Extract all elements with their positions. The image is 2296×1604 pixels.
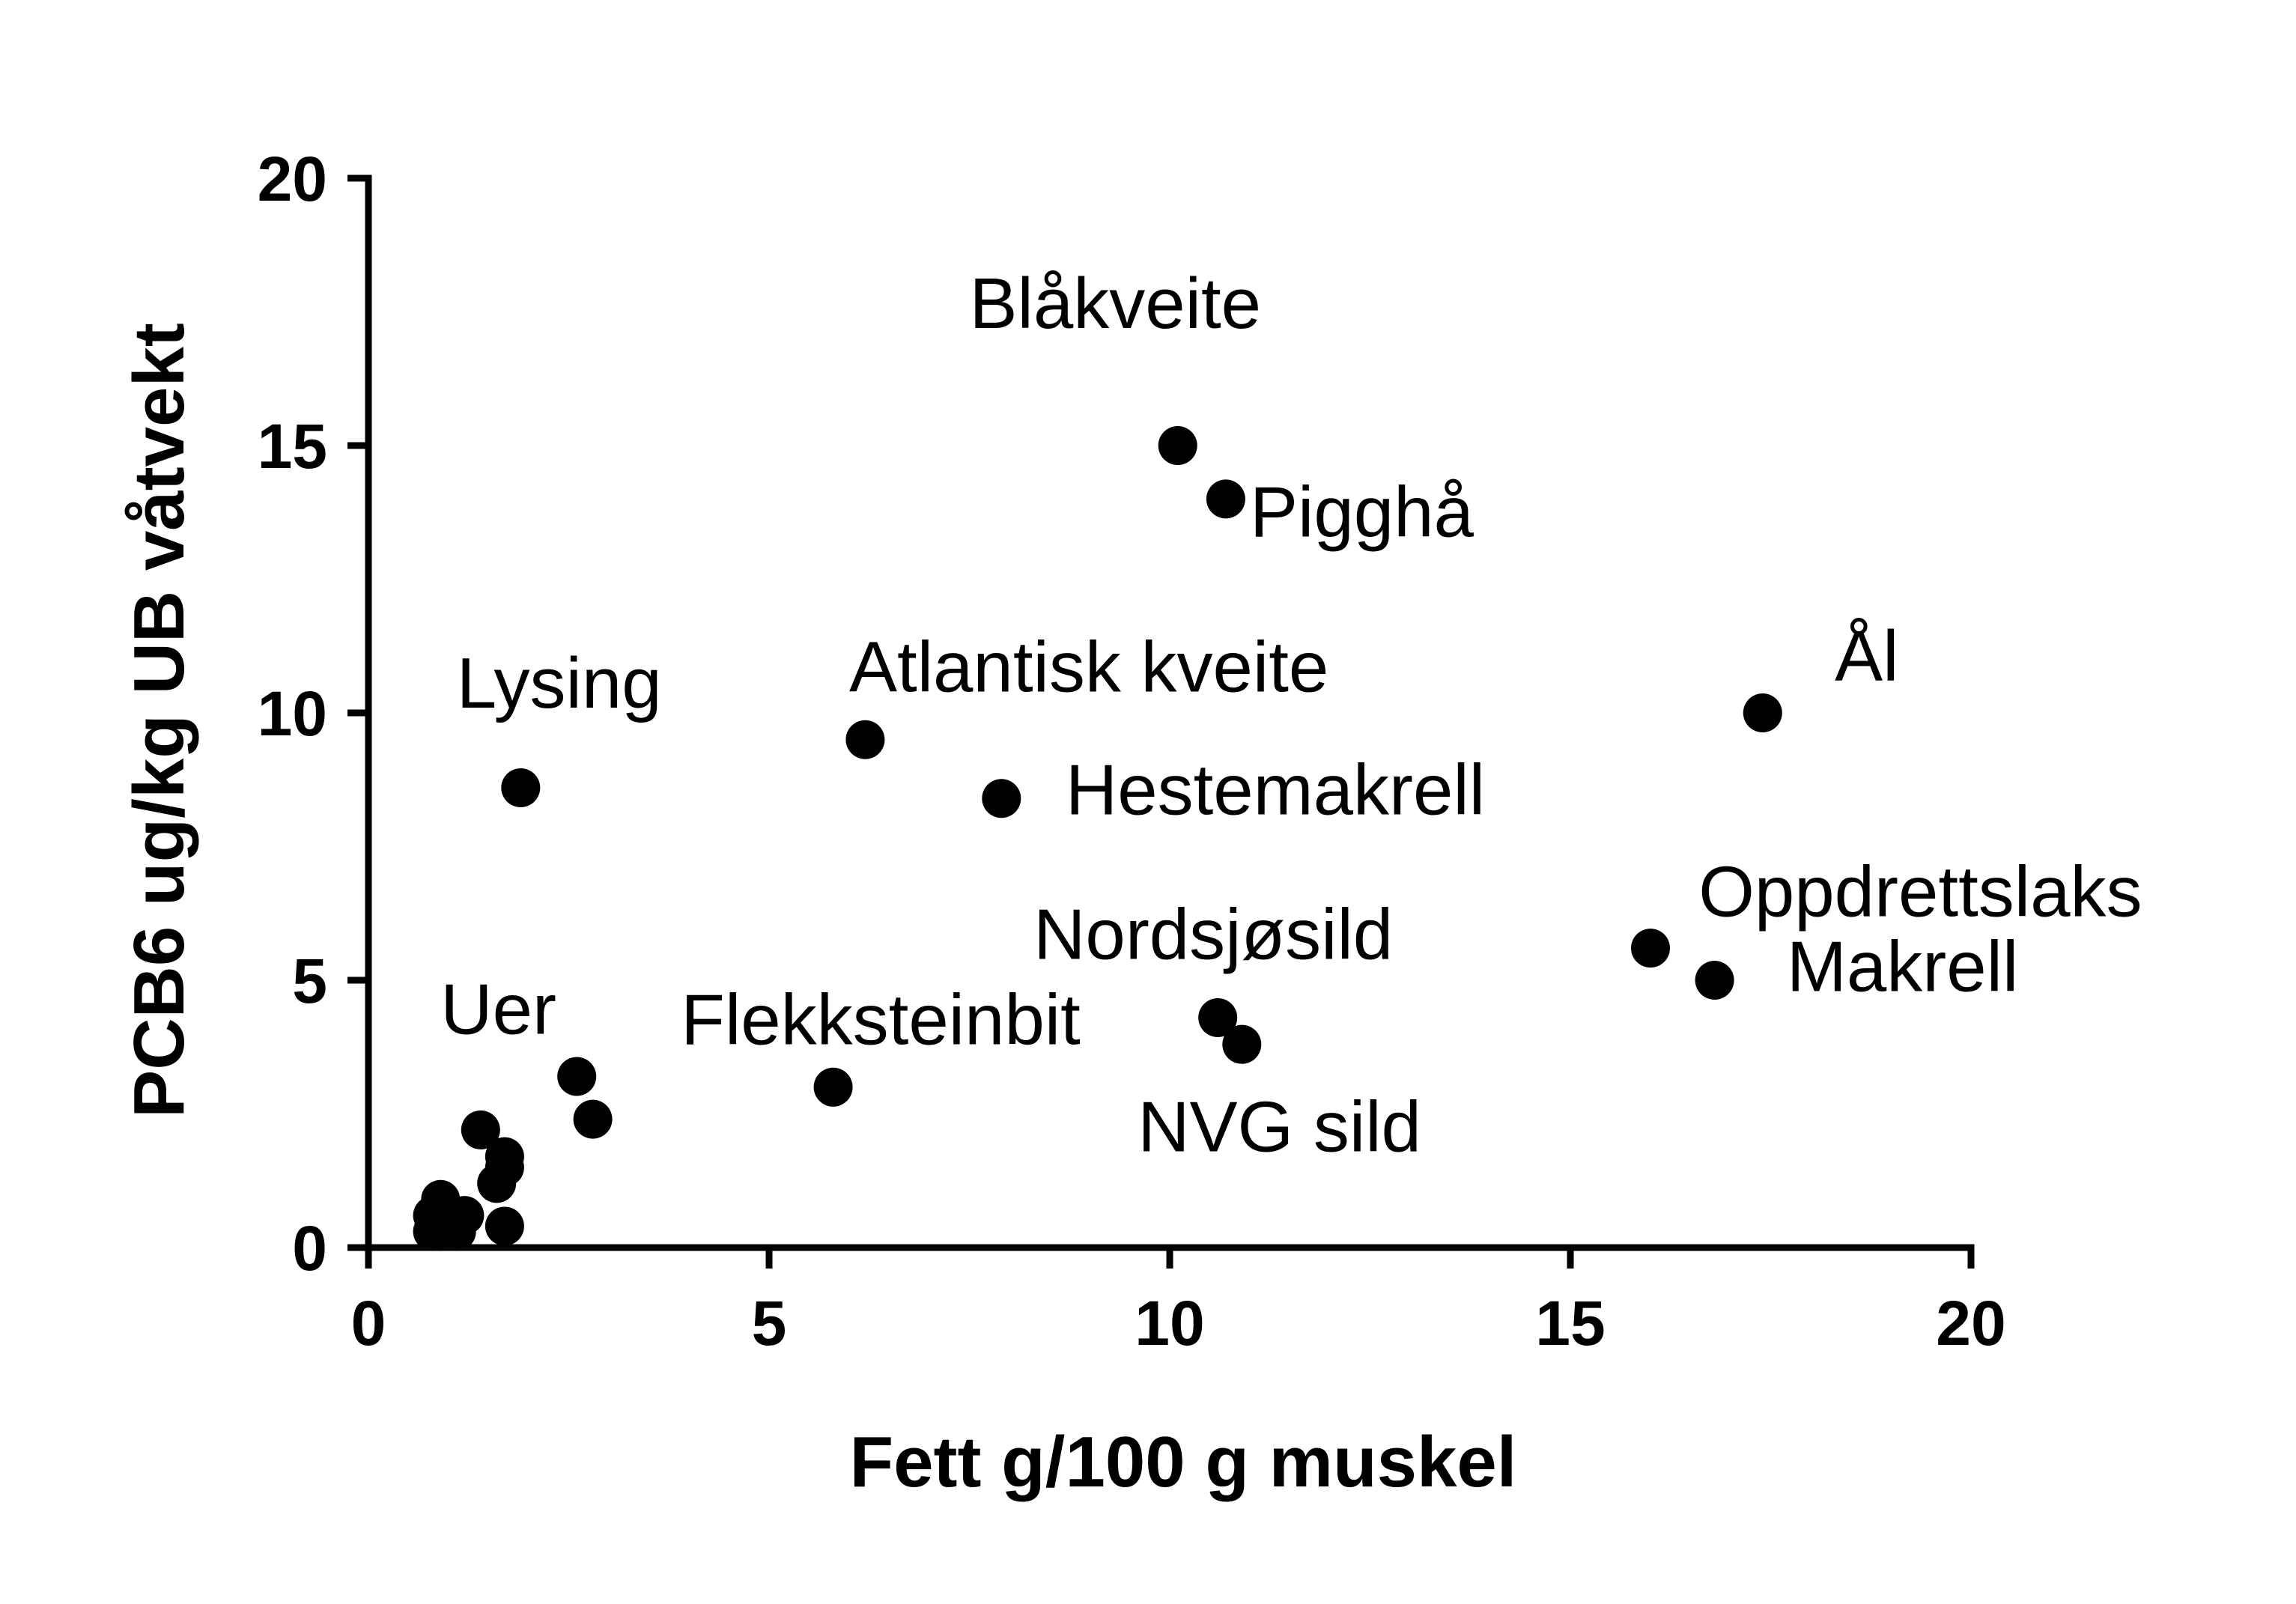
y-tick-label: 5 [292,946,327,1016]
y-tick-label: 15 [258,411,327,481]
data-point [413,1212,452,1251]
x-axis-title: Fett g/100 g muskel [850,1422,1517,1502]
data-point [813,1067,853,1107]
x-tick-label: 10 [1135,1288,1204,1358]
point-label: NVG sild [1138,1087,1421,1167]
point-label: Oppdrettslaks [1698,851,2142,932]
axes: 0 5 10 15 20 0 5 10 15 20 [258,144,2006,1358]
point-label: Pigghå [1250,472,1475,552]
point-label: Uer [440,969,556,1049]
data-point [1695,961,1734,1000]
x-tick-label: 20 [1936,1288,2005,1358]
point-label: Flekksteinbit [681,980,1081,1060]
y-tick-label: 10 [258,678,327,749]
data-point [1158,426,1197,465]
data-point [1222,1024,1262,1064]
data-point [982,779,1021,818]
point-label: Hestemakrell [1066,750,1485,830]
y-tick-label: 0 [292,1213,327,1283]
data-point [1631,929,1670,968]
point-label: Atlantisk kveite [849,627,1328,707]
data-point [501,768,541,807]
x-tick-label: 15 [1535,1288,1605,1358]
y-axis-title: PCB6 ug/kg UB våtvekt [119,323,199,1118]
data-point [1743,693,1782,732]
data-point [573,1099,613,1139]
x-tick-label: 0 [351,1288,386,1358]
y-tick-label: 20 [258,144,327,214]
x-tick-label: 5 [752,1288,787,1358]
data-point [477,1164,517,1203]
data-point [461,1110,500,1149]
point-label: Ål [1835,616,1898,696]
data-point [1198,997,1238,1037]
point-labels: Blåkveite Pigghå Atlantisk kveite Hestemakr… [440,264,2142,1167]
point-label: Makrell [1787,926,2018,1006]
point-label: Nordsjøsild [1033,894,1393,974]
data-point [485,1206,524,1246]
point-label: Blåkveite [970,264,1262,344]
data-point [557,1057,597,1096]
data-point [1206,479,1245,519]
data-point [845,720,885,759]
data-points [413,426,1782,1251]
point-label: Lysing [457,643,662,723]
